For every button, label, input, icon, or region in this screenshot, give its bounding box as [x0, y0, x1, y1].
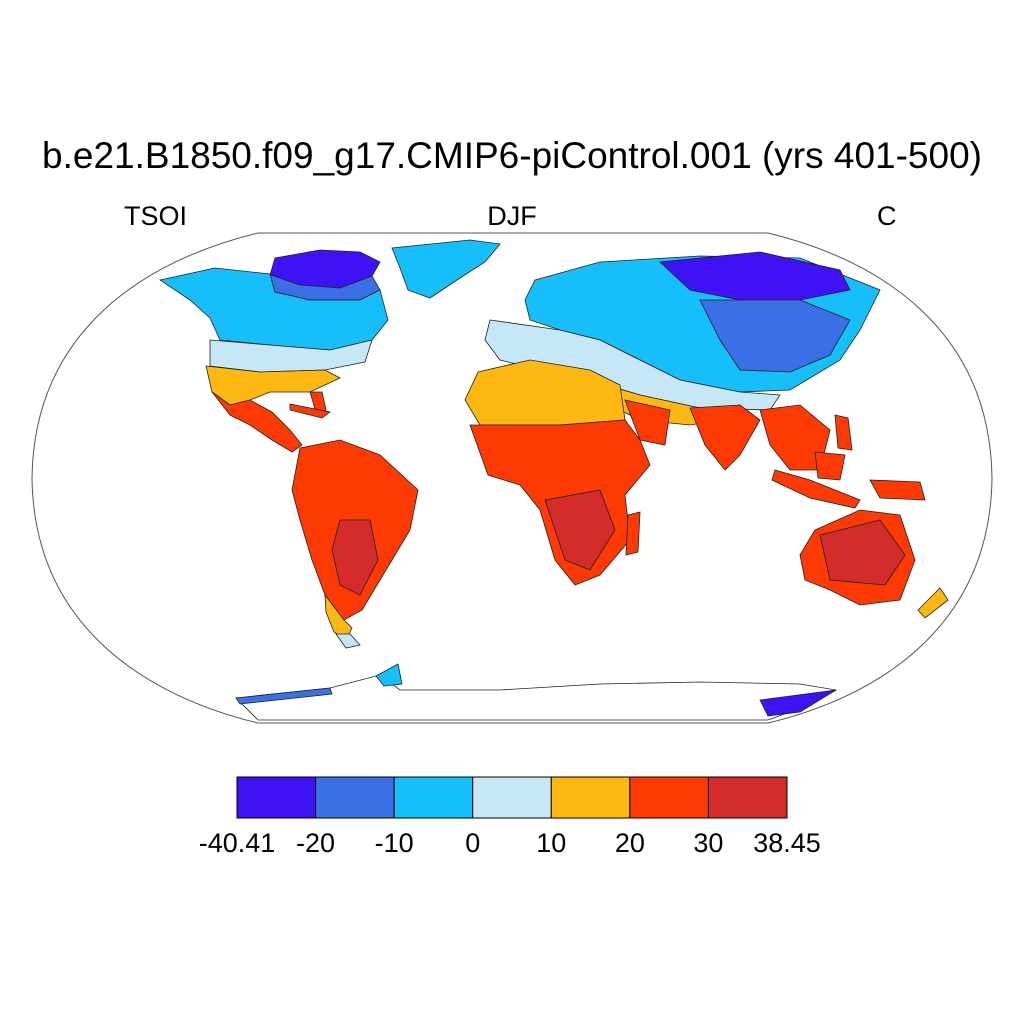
eurasia [484, 251, 881, 471]
antarctica-edge-east [759, 689, 837, 717]
australia [799, 509, 949, 619]
na-cool-band [158, 267, 389, 351]
colorbar-swatch [393, 776, 474, 819]
colorbar-swatch [707, 776, 788, 819]
colorbar-swatch [472, 776, 552, 819]
plot-title: b.e21.B1850.f09_g17.CMIP6-piControl.001 … [42, 135, 982, 176]
colorbar-swatch [315, 776, 395, 819]
colorbar-tick-label: 0 [465, 828, 480, 858]
india [689, 404, 761, 471]
cuba [289, 403, 331, 419]
new-zealand [917, 587, 949, 619]
colorbar-tick-label: 30 [693, 828, 723, 858]
units-label: C [877, 201, 897, 231]
siberia-cold [699, 299, 851, 373]
antarctica [235, 663, 838, 721]
colorbar-swatch [629, 776, 709, 819]
south-america [291, 439, 419, 649]
colorbar-tick-label: 10 [536, 828, 566, 858]
north-america [158, 239, 501, 453]
maritime-asia [771, 414, 926, 509]
madagascar [625, 511, 641, 556]
antarctica-peninsula [375, 663, 403, 687]
siberia-very-cold [659, 251, 851, 301]
sumatra-java [771, 469, 861, 509]
africa [464, 359, 651, 586]
new-guinea [869, 479, 926, 501]
sa-tip [335, 633, 361, 649]
borneo [814, 451, 846, 481]
colorbar-tick-label: -40.41 [199, 828, 276, 858]
colorbar-tick-label: 20 [615, 828, 645, 858]
philippines [834, 414, 853, 451]
variable-label: TSOI [124, 201, 188, 231]
colorbar-tick-label: -10 [375, 828, 414, 858]
colorbar-swatch [550, 776, 631, 819]
australia-interior [819, 519, 906, 586]
florida [309, 391, 327, 413]
colorbar-tick-label: -20 [296, 828, 335, 858]
colorbar-swatch [236, 776, 317, 819]
colorbar-tick-label: 38.45 [753, 828, 821, 858]
greenland [391, 239, 501, 299]
africa-interior-hottest [544, 489, 616, 571]
arabia [624, 399, 671, 446]
antarctica-edge-west [235, 687, 333, 705]
sa-interior [331, 519, 379, 596]
season-label: DJF [487, 201, 537, 231]
na-hot-band [211, 391, 303, 453]
